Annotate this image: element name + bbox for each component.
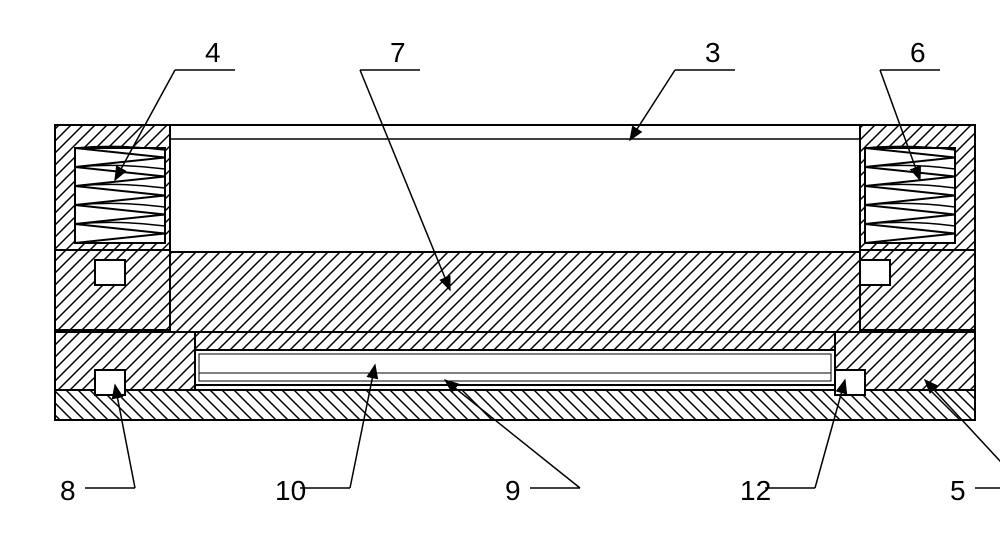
- label-4: 4: [205, 37, 221, 68]
- label-7: 7: [390, 37, 406, 68]
- label-8: 8: [60, 475, 76, 506]
- label-5: 5: [950, 475, 966, 506]
- label-10: 10: [275, 475, 306, 506]
- label-3: 3: [705, 37, 721, 68]
- label-9: 9: [505, 475, 521, 506]
- engineering-diagram: 47368109125: [20, 20, 980, 495]
- label-6: 6: [910, 37, 926, 68]
- label-12: 12: [740, 475, 771, 506]
- diagram-svg: 4 7 3 6 8 10 9 12 5: [20, 20, 1000, 535]
